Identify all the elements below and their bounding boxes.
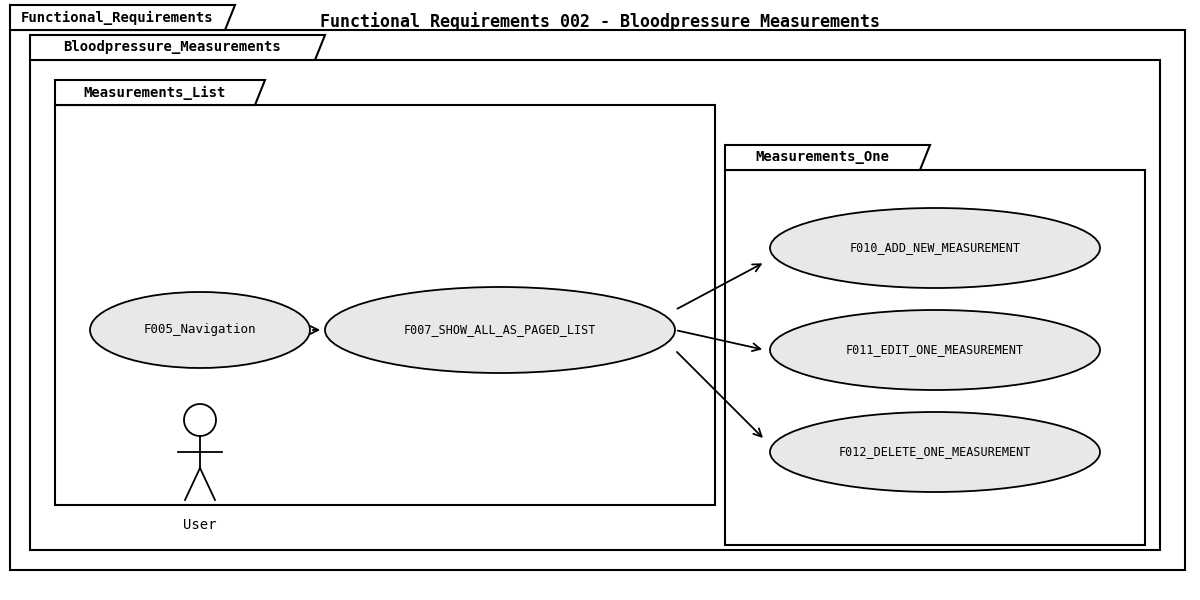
Polygon shape [55, 80, 265, 105]
Ellipse shape [325, 287, 674, 373]
Text: Functional_Requirements: Functional_Requirements [22, 10, 214, 25]
Polygon shape [30, 35, 325, 60]
Text: Bloodpressure_Measurements: Bloodpressure_Measurements [64, 40, 281, 55]
Ellipse shape [770, 412, 1100, 492]
Polygon shape [10, 5, 235, 30]
Bar [55, 105, 715, 505]
Text: F012_DELETE_ONE_MEASUREMENT: F012_DELETE_ONE_MEASUREMENT [839, 445, 1031, 458]
Text: Measurements_List: Measurements_List [84, 85, 226, 100]
Ellipse shape [770, 208, 1100, 288]
Text: Functional Requirements 002 - Bloodpressure Measurements: Functional Requirements 002 - Bloodpress… [320, 12, 880, 31]
Bar [725, 170, 1145, 545]
Text: F011_EDIT_ONE_MEASUREMENT: F011_EDIT_ONE_MEASUREMENT [846, 343, 1024, 356]
Bar [30, 60, 1160, 550]
Ellipse shape [90, 292, 310, 368]
Text: Measurements_One: Measurements_One [756, 151, 889, 164]
Text: F005_Navigation: F005_Navigation [144, 323, 257, 337]
Polygon shape [725, 145, 930, 170]
Text: F007_SHOW_ALL_AS_PAGED_LIST: F007_SHOW_ALL_AS_PAGED_LIST [404, 323, 596, 337]
Text: F010_ADD_NEW_MEASUREMENT: F010_ADD_NEW_MEASUREMENT [850, 241, 1020, 254]
Text: User: User [184, 518, 217, 532]
Ellipse shape [770, 310, 1100, 390]
